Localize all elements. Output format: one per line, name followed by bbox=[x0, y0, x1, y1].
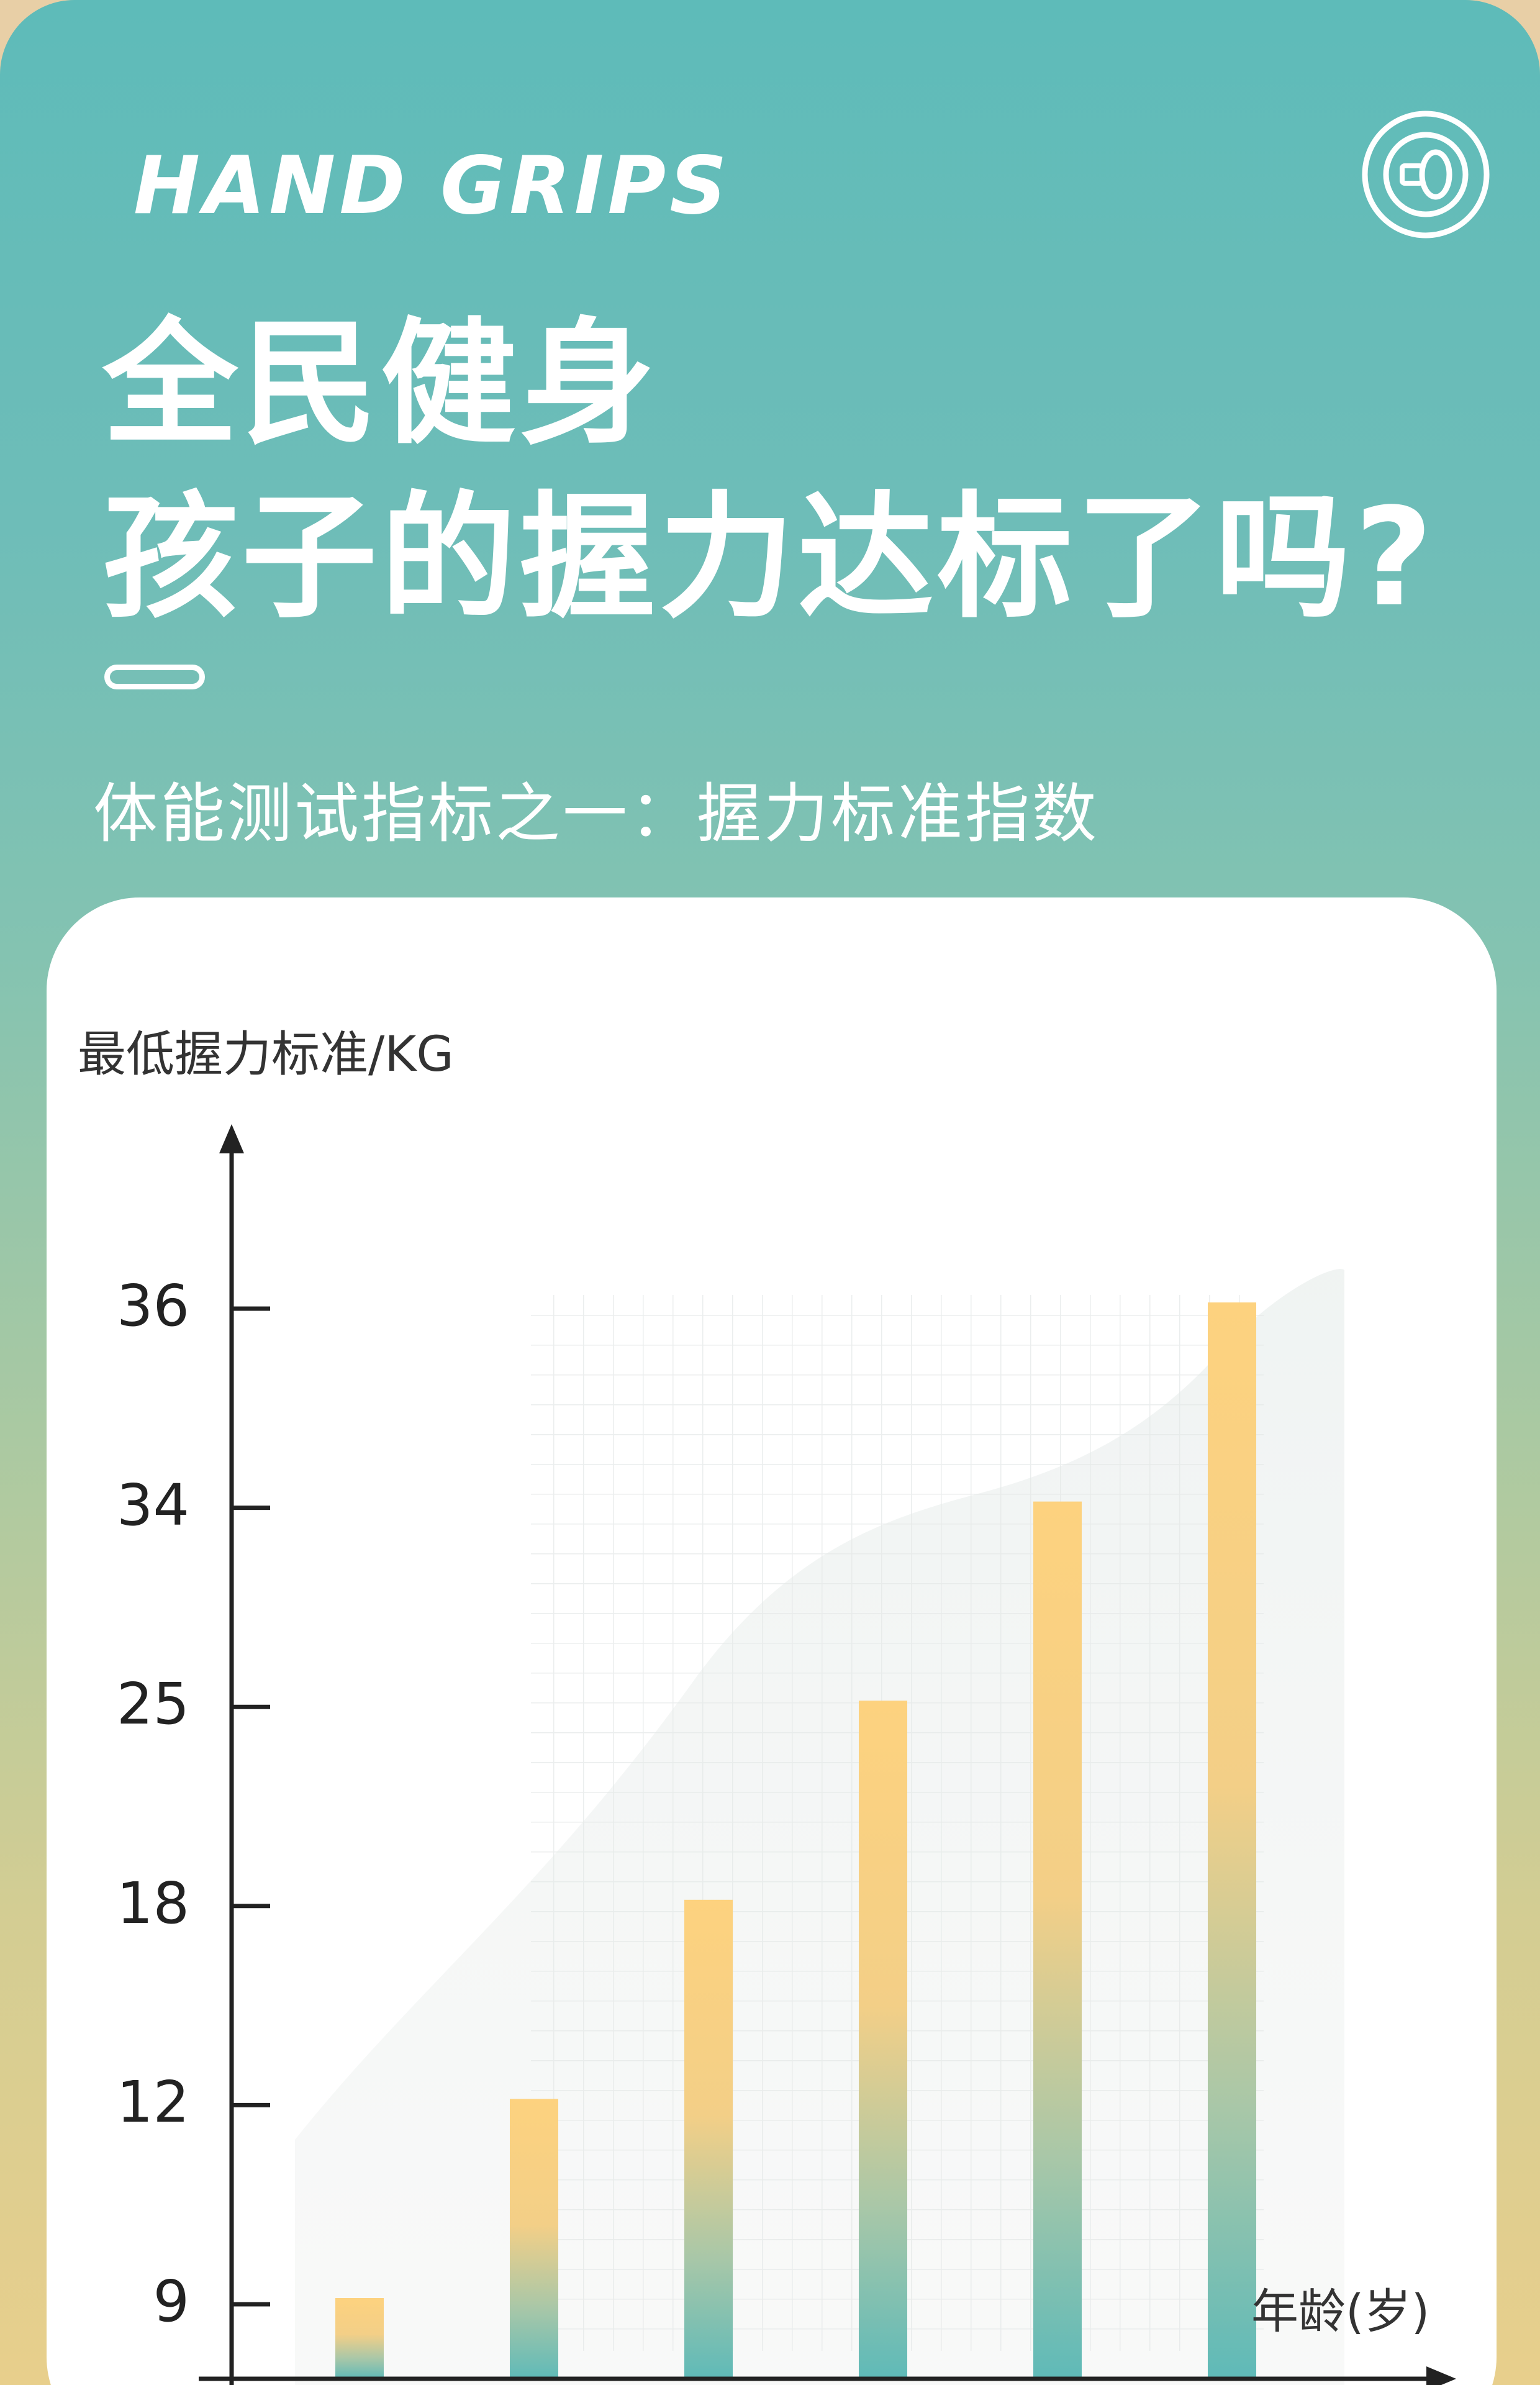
y-tick-label: 34 bbox=[116, 1471, 189, 1538]
x-axis-arrow bbox=[1426, 2366, 1456, 2385]
bar-2 bbox=[510, 2099, 558, 2379]
bar-6 bbox=[1208, 1302, 1256, 2379]
bar-1 bbox=[335, 2298, 384, 2379]
bar-chart bbox=[199, 1124, 1456, 2385]
y-tick-label: 12 bbox=[116, 2069, 189, 2136]
page-title-line-1: 全民健身 bbox=[102, 306, 659, 463]
y-tick-label: 18 bbox=[116, 1869, 189, 1937]
y-axis-label: 最低握力标准/KG bbox=[78, 1027, 454, 1083]
y-axis-arrow bbox=[219, 1124, 244, 1153]
y-tick-label: 25 bbox=[116, 1671, 189, 1738]
hand-grip-dial-icon bbox=[1362, 111, 1490, 238]
eyebrow-text: HAND GRIPS bbox=[134, 140, 731, 232]
bar-4 bbox=[859, 1701, 907, 2379]
bar-5 bbox=[1033, 1501, 1082, 2379]
bar-3 bbox=[684, 1899, 733, 2379]
y-ticks-group bbox=[232, 1306, 270, 2307]
bars-group bbox=[335, 1302, 1256, 2379]
y-tick-label: 36 bbox=[116, 1273, 189, 1339]
page-title-line-2: 孩子的握力达标了吗? bbox=[102, 479, 1437, 637]
decorative-pill bbox=[104, 665, 205, 689]
subtitle: 体能测试指标之一：握力标准指数 bbox=[93, 776, 1100, 852]
x-axis-label: 年龄(岁) bbox=[1251, 2284, 1430, 2339]
chart-card: 最低握力标准/KG 年龄(岁) 9 12 18 25 34 36 bbox=[47, 897, 1497, 2385]
y-tick-label: 9 bbox=[153, 2268, 189, 2335]
